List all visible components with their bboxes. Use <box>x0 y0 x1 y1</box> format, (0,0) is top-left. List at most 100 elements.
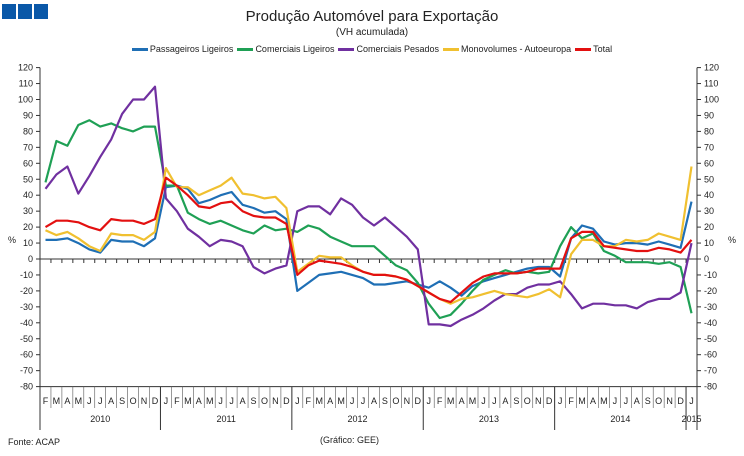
y-tick-label-left: 70 <box>23 142 33 152</box>
year-label: 2015 <box>682 414 702 424</box>
year-label: 2014 <box>610 414 630 424</box>
y-tick-label-left: 80 <box>23 126 33 136</box>
y-tick-label-left: 10 <box>23 238 33 248</box>
month-label: J <box>295 396 300 406</box>
legend-label: Comerciais Ligeiros <box>255 44 335 54</box>
y-tick-label-left: 90 <box>23 110 33 120</box>
month-label: A <box>502 396 508 406</box>
y-tick-label-left: 120 <box>18 63 33 73</box>
month-label: A <box>64 396 70 406</box>
month-label: M <box>315 396 323 406</box>
y-tick-label-right: 50 <box>704 174 714 184</box>
y-axis-label-left: % <box>8 235 16 245</box>
source-note: Fonte: ACAP <box>8 437 61 447</box>
year-label: 2010 <box>90 414 110 424</box>
legend-item: Comerciais Ligeiros <box>237 44 334 54</box>
month-label: M <box>75 396 83 406</box>
y-tick-label-left: -30 <box>20 302 33 312</box>
series-line-comerciais-pesados <box>44 85 693 328</box>
month-label: M <box>447 396 455 406</box>
month-label: O <box>392 396 399 406</box>
series-line-comerciais-ligeiros <box>44 119 693 320</box>
month-label: M <box>337 396 345 406</box>
month-label: F <box>174 396 180 406</box>
credit-note: (Gráfico: GEE) <box>320 435 380 445</box>
month-label: O <box>655 396 662 406</box>
month-label: D <box>152 396 159 406</box>
month-label: J <box>426 396 431 406</box>
chart-title: Produção Automóvel para Exportação <box>245 8 499 25</box>
legend-label: Monovolumes - Autoeuropa <box>461 44 572 54</box>
month-label: S <box>645 396 651 406</box>
y-tick-label-right: 120 <box>704 63 719 73</box>
y-tick-label-left: 60 <box>23 158 33 168</box>
y-tick-label-right: -50 <box>704 334 717 344</box>
y-tick-label-right: 30 <box>704 206 714 216</box>
y-tick-label-right: 90 <box>704 110 714 120</box>
month-label: O <box>130 396 137 406</box>
month-label: J <box>361 396 366 406</box>
y-tick-label-right: 40 <box>704 190 714 200</box>
y-tick-label-right: -20 <box>704 286 717 296</box>
legend-item: Total <box>575 44 612 54</box>
y-tick-label-right: 100 <box>704 95 719 105</box>
month-label: S <box>251 396 257 406</box>
month-label: N <box>404 396 411 406</box>
legend-swatch <box>338 47 355 51</box>
legend-label: Passageiros Ligeiros <box>149 44 234 54</box>
legend-swatch <box>443 47 460 51</box>
legend-label: Comerciais Pesados <box>356 44 440 54</box>
month-label: A <box>590 396 596 406</box>
legend-swatch <box>237 47 254 51</box>
y-tick-label-left: 50 <box>23 174 33 184</box>
month-label: M <box>578 396 586 406</box>
logo <box>2 4 48 19</box>
month-label: J <box>229 396 234 406</box>
month-label: M <box>206 396 214 406</box>
month-label: S <box>382 396 388 406</box>
month-label: J <box>613 396 618 406</box>
month-label: F <box>43 396 49 406</box>
legend-item: Passageiros Ligeiros <box>131 44 234 54</box>
legend-swatch <box>131 47 148 51</box>
month-label: A <box>459 396 465 406</box>
legend-label: Total <box>593 44 613 54</box>
year-label: 2012 <box>348 414 368 424</box>
y-tick-label-left: 0 <box>28 254 33 264</box>
y-tick-label-right: -10 <box>704 270 717 280</box>
month-label: F <box>306 396 312 406</box>
y-tick-label-left: -60 <box>20 350 33 360</box>
y-tick-label-left: 110 <box>19 79 33 89</box>
month-label: S <box>513 396 519 406</box>
y-tick-label-right: 80 <box>704 126 714 136</box>
y-tick-label-left: -80 <box>20 382 33 392</box>
month-label: F <box>437 396 443 406</box>
y-tick-label-left: -70 <box>20 366 33 376</box>
chart-subtitle: (VH acumulada) <box>335 27 409 38</box>
year-label: 2011 <box>216 414 235 424</box>
month-label: N <box>272 396 279 406</box>
month-label: D <box>283 396 290 406</box>
legend-item: Monovolumes - Autoeuropa <box>443 44 571 54</box>
month-label: J <box>98 396 103 406</box>
series-line-total <box>44 176 693 304</box>
y-axis-label-right: % <box>728 235 736 245</box>
series-line-passageiros-ligeiros <box>45 184 693 297</box>
month-label: N <box>666 396 673 406</box>
month-label: J <box>624 396 629 406</box>
y-tick-label-right: 0 <box>704 254 709 264</box>
y-tick-label-left: -10 <box>20 270 33 280</box>
month-label: J <box>689 396 694 406</box>
month-label: N <box>535 396 542 406</box>
y-tick-label-left: 30 <box>23 206 33 216</box>
y-tick-label-left: 40 <box>23 190 33 200</box>
y-tick-label-left: -20 <box>20 286 33 296</box>
month-label: J <box>218 396 223 406</box>
month-label: J <box>87 396 92 406</box>
month-label: O <box>524 396 531 406</box>
month-label: D <box>677 396 684 406</box>
y-tick-label-left: -40 <box>20 318 33 328</box>
legend-swatch <box>575 47 592 51</box>
month-label: O <box>261 396 268 406</box>
